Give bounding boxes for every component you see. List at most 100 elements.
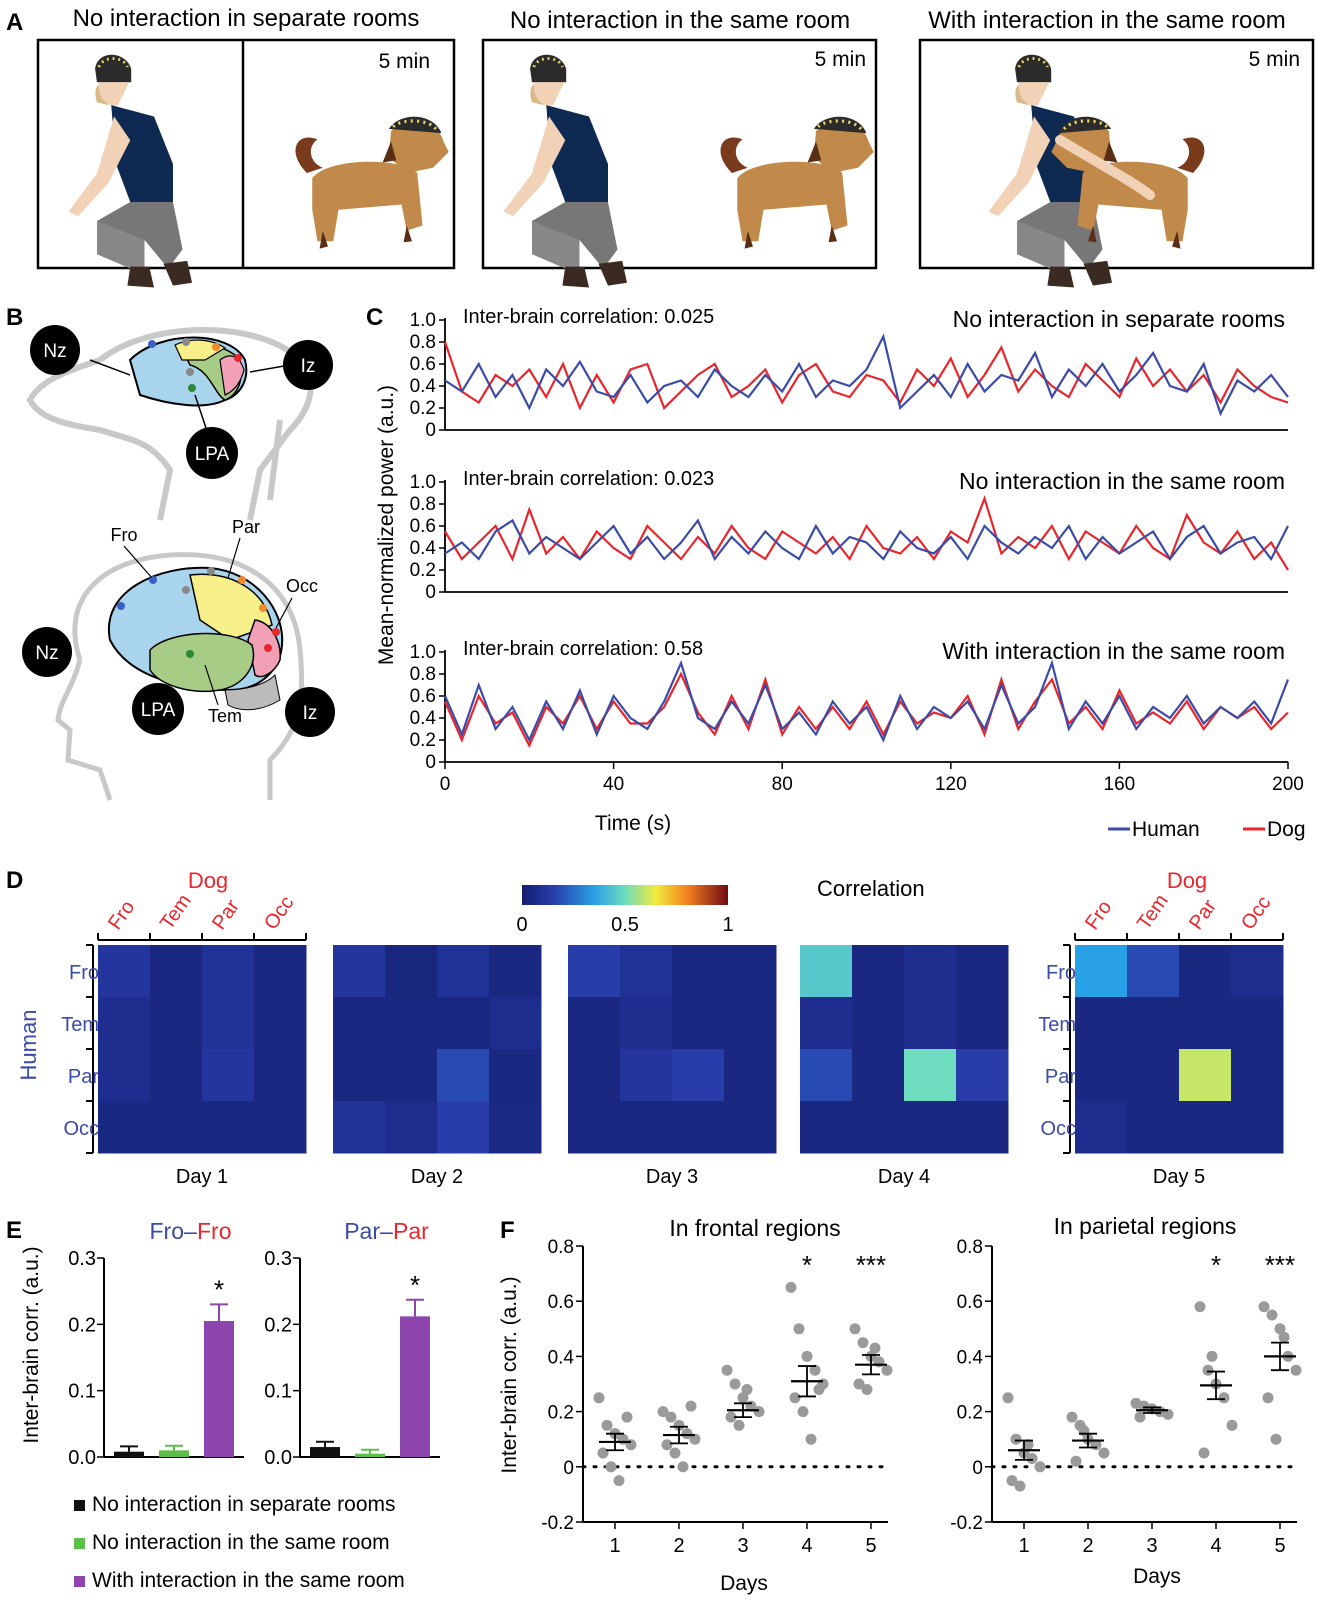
heatmap-cell: [489, 1049, 542, 1102]
panel-label-e: E: [6, 1217, 22, 1244]
heatmap-cell: [1231, 1101, 1284, 1154]
dog-electrode: [148, 340, 156, 348]
human-iz-label: Iz: [303, 703, 318, 724]
data-point: [1290, 1364, 1302, 1376]
human-region-label: Occ: [63, 1118, 99, 1140]
data-point: [729, 1378, 741, 1390]
colorbar: [522, 885, 728, 905]
panel-e-title-2-human: Par: [344, 1218, 380, 1244]
legend-human-label: Human: [1132, 818, 1200, 841]
data-point: [689, 1433, 701, 1445]
e-y-tick-label: 0.0: [264, 1447, 292, 1469]
data-point: [1010, 1433, 1022, 1445]
data-point: [733, 1419, 745, 1431]
legend-dog-label: Dog: [1267, 818, 1306, 841]
data-point: [665, 1411, 677, 1423]
c-y-tick-label: 0: [425, 582, 436, 603]
data-point: [1162, 1408, 1174, 1420]
panel-e-title-1-sep: –: [184, 1218, 197, 1244]
c-y-tick-label: 0.4: [410, 538, 437, 559]
heatmap-cell: [724, 997, 777, 1050]
human-electrode: [149, 576, 157, 584]
dog-lpa-label: LPA: [195, 444, 230, 465]
heatmap-cell: [1127, 1101, 1180, 1154]
c-x-tick-label: 200: [1272, 774, 1304, 795]
heatmap-cell: [904, 945, 957, 998]
panel-label-a: A: [6, 9, 23, 36]
day-label: Day 3: [646, 1166, 698, 1188]
data-point: [1066, 1411, 1078, 1423]
data-point: [613, 1475, 625, 1487]
c-y-tick-label: 0.8: [410, 332, 436, 353]
c-x-tick-label: 40: [603, 774, 624, 795]
heatmap-cell: [437, 997, 490, 1050]
bar: [400, 1316, 430, 1457]
heatmap-cell: [800, 997, 853, 1050]
human-region-label: Par: [68, 1066, 99, 1088]
c-y-tick-label: 0.6: [410, 686, 436, 707]
heatmap-cell: [202, 1049, 255, 1102]
panel-f-title-2: In parietal regions: [1054, 1213, 1237, 1239]
heatmap-cell: [254, 1049, 307, 1102]
e-y-tick-label: 0.1: [264, 1381, 292, 1403]
heatmap-cell: [489, 997, 542, 1050]
heatmap-cell: [904, 1049, 957, 1102]
heatmap-cell: [800, 945, 853, 998]
data-point: [785, 1281, 797, 1293]
human-electrode: [186, 650, 194, 658]
tem-leader: [204, 664, 219, 706]
panel-a-title-2: No interaction in the same room: [510, 7, 850, 34]
f-y-tick-label: 0.6: [957, 1292, 983, 1313]
heatmap-cell: [1075, 1101, 1128, 1154]
data-point: [681, 1428, 693, 1440]
f-x-tick-label: 2: [1082, 1535, 1093, 1557]
panel-a: No interaction in separate rooms No inte…: [36, 5, 1315, 289]
data-point: [597, 1447, 609, 1459]
c-y-tick-label: 0.6: [410, 516, 436, 537]
duration-label-1: 5 min: [379, 50, 430, 73]
heatmap-cell: [150, 997, 203, 1050]
heatmap-cell: [1179, 1101, 1232, 1154]
region-label-fro: Fro: [111, 525, 138, 545]
dog-region-label: Occ: [260, 892, 298, 934]
data-point: [1198, 1447, 1210, 1459]
data-point: [1014, 1480, 1026, 1492]
dog-nz-label: Nz: [43, 341, 66, 362]
human-nz-marker: [22, 627, 72, 677]
human-electrode: [207, 567, 215, 575]
data-point: [797, 1406, 809, 1418]
c-y-tick-label: 1.0: [410, 472, 436, 493]
dog-axis-label-left: Dog: [188, 868, 228, 893]
colorbar-title: Correlation: [817, 876, 925, 901]
panel-label-b: B: [6, 304, 23, 331]
scene-box-3: [918, 38, 1315, 270]
heatmap-cell: [724, 1101, 777, 1154]
data-point: [849, 1323, 861, 1335]
heatmap-cell: [852, 1101, 905, 1154]
heatmap-cell: [672, 1049, 725, 1102]
heatmap-cell: [202, 1101, 255, 1154]
correlation-annotation: Inter-brain correlation: 0.023: [463, 468, 714, 490]
data-point: [869, 1342, 881, 1354]
e-y-tick-label: 0.2: [68, 1314, 96, 1336]
data-point: [1194, 1301, 1206, 1313]
bar: [204, 1321, 234, 1457]
legend-sep-label: No interaction in separate rooms: [92, 1493, 396, 1516]
dog-electrode: [188, 384, 196, 392]
e-y-tick-label: 0.1: [68, 1381, 96, 1403]
panel-d: Correlation Dog Dog Human 0 0.5 1 Day 1 Day …: [16, 868, 1284, 1188]
human-brain-temporal: [149, 632, 255, 692]
data-point: [669, 1447, 681, 1459]
heatmap-cell: [1127, 1049, 1180, 1102]
data-point: [685, 1400, 697, 1412]
human-series-line: [443, 659, 1290, 743]
human-electrode: [259, 604, 267, 612]
c-x-tick-label: 120: [935, 774, 967, 795]
c-y-tick-label: 1.0: [410, 310, 436, 331]
human-axis-label: Human: [16, 1010, 41, 1081]
human-electrode: [238, 576, 246, 584]
data-point: [793, 1323, 805, 1335]
data-point: [621, 1411, 633, 1423]
heatmap-cell: [1179, 997, 1232, 1050]
